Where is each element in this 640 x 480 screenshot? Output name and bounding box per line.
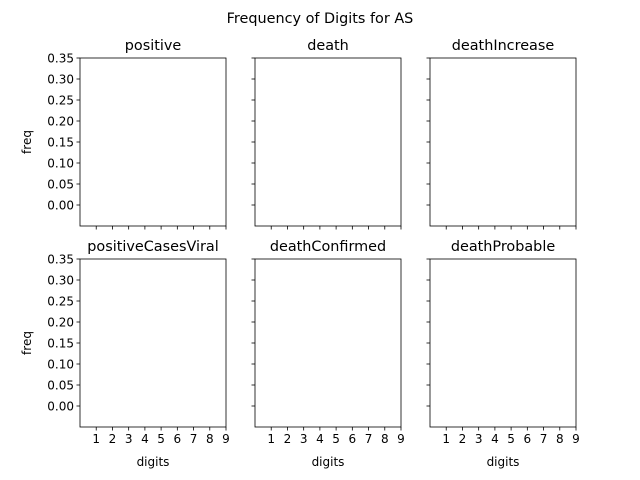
subplot-deathIncrease: deathIncrease [426, 38, 577, 230]
subplot-title: death [307, 38, 349, 54]
subplot-title: deathProbable [451, 239, 555, 255]
subplot-title: deathConfirmed [270, 239, 386, 255]
y-tick-label: 0.25 [47, 295, 74, 309]
y-tick-label: 0.15 [47, 136, 74, 150]
subplot-positiveCasesViral: positiveCasesViral 1 2 3 4 5 6 7 8 9 0.00 0.05 0.10 0… [20, 239, 230, 469]
y-tick-label: 0.00 [47, 400, 74, 414]
x-tick-label: 1 [442, 432, 450, 446]
y-axis-label: freq [20, 130, 34, 154]
y-tick-label: 0.25 [47, 94, 74, 108]
x-tick-label: 9 [397, 432, 405, 446]
x-tick-label: 4 [491, 432, 499, 446]
y-tick-label: 0.00 [47, 199, 74, 213]
subplot-positive: positive 0.00 0.05 0.10 0.15 0.20 0.25 0.30 0.35… [20, 38, 227, 230]
y-tick-label: 0.05 [47, 379, 74, 393]
subplot-title: positiveCasesViral [87, 239, 218, 255]
x-tick-label: 8 [206, 432, 214, 446]
x-tick-label: 3 [475, 432, 483, 446]
x-tick-label: 6 [524, 432, 532, 446]
x-tick-label: 5 [332, 432, 340, 446]
x-tick-label: 8 [556, 432, 564, 446]
subplot-grid: positive 0.00 0.05 0.10 0.15 0.20 0.25 0.30 0.35… [20, 38, 580, 469]
x-axis-label: digits [312, 455, 345, 469]
x-tick-label: 2 [459, 432, 467, 446]
y-axis-label: freq [20, 331, 34, 355]
x-axis-label: digits [487, 455, 520, 469]
x-tick-label: 4 [141, 432, 149, 446]
y-tick-label: 0.20 [47, 115, 74, 129]
subplot-death: death [251, 38, 402, 230]
y-tick-label: 0.20 [47, 316, 74, 330]
x-tick-label: 7 [365, 432, 373, 446]
x-tick-label: 9 [572, 432, 580, 446]
x-tick-label: 7 [190, 432, 198, 446]
subplot-title: positive [125, 38, 182, 54]
y-tick-label: 0.05 [47, 178, 74, 192]
x-tick-label: 4 [316, 432, 324, 446]
subplot-deathProbable: deathProbable 1 2 3 4 5 6 7 8 9 digits [426, 239, 580, 469]
x-axis-label: digits [137, 455, 170, 469]
x-tick-label: 1 [92, 432, 100, 446]
x-tick-label: 6 [349, 432, 357, 446]
y-tick-label: 0.15 [47, 337, 74, 351]
subplot-deathConfirmed: deathConfirmed 1 2 3 4 5 6 7 8 9 digits [251, 239, 405, 469]
x-tick-label: 5 [507, 432, 515, 446]
y-tick-label: 0.30 [47, 73, 74, 87]
y-tick-label: 0.10 [47, 358, 74, 372]
x-tick-label: 2 [109, 432, 117, 446]
y-tick-label: 0.10 [47, 157, 74, 171]
x-tick-label: 7 [540, 432, 548, 446]
x-tick-label: 6 [174, 432, 182, 446]
x-tick-label: 2 [284, 432, 292, 446]
subplot-title: deathIncrease [452, 38, 555, 54]
x-tick-label: 8 [381, 432, 389, 446]
x-tick-label: 9 [222, 432, 230, 446]
x-tick-label: 5 [157, 432, 165, 446]
y-tick-label: 0.30 [47, 274, 74, 288]
x-tick-label: 1 [267, 432, 275, 446]
y-tick-label: 0.35 [47, 253, 74, 267]
figure-suptitle: Frequency of Digits for AS [227, 11, 414, 27]
y-tick-label: 0.35 [47, 52, 74, 66]
x-tick-label: 3 [125, 432, 133, 446]
x-tick-label: 3 [300, 432, 308, 446]
